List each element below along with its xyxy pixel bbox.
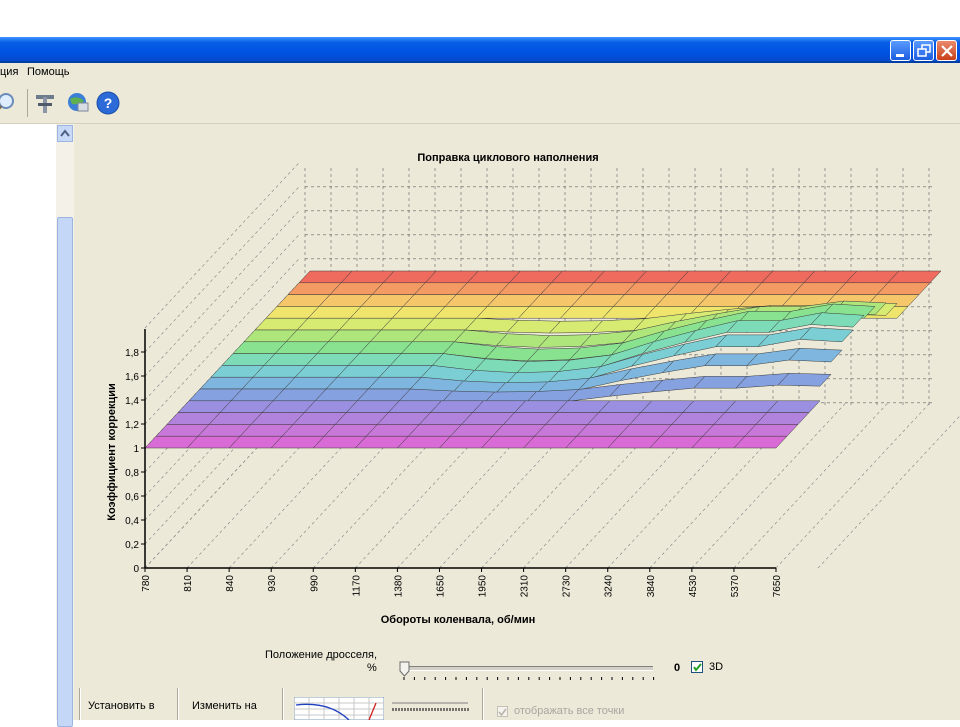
throttle-value: 0 bbox=[674, 662, 681, 674]
side-grid-line bbox=[144, 234, 300, 401]
y-axis-label: Коэффициент коррекции bbox=[106, 383, 118, 521]
window-titlebar[interactable] bbox=[0, 37, 960, 63]
surface-chart: Поправка циклового наполнения 0 0,2 0,4 0,6… bbox=[106, 152, 960, 626]
close-button[interactable] bbox=[936, 40, 957, 61]
slider-track bbox=[403, 666, 653, 671]
search-icon[interactable] bbox=[0, 89, 20, 117]
surface-cell bbox=[799, 327, 854, 343]
minimize-button[interactable] bbox=[890, 40, 911, 61]
side-grid-line bbox=[144, 186, 300, 353]
x-tick-label: 5370 bbox=[730, 575, 741, 598]
floor-grid-line bbox=[691, 402, 847, 569]
bottom-panel bbox=[79, 684, 960, 720]
restore-button[interactable] bbox=[913, 40, 934, 61]
x-tick-label: 7650 bbox=[772, 575, 783, 598]
chart-area: Поправка циклового наполнения 0 0,2 0,4 0,6… bbox=[79, 124, 960, 684]
floor-grid-line bbox=[817, 415, 960, 569]
side-grid-line bbox=[144, 210, 300, 377]
x-tick-label: 2310 bbox=[520, 575, 531, 598]
x-tick-label: 810 bbox=[183, 575, 194, 592]
side-grid-line bbox=[144, 162, 300, 329]
bottom-separator bbox=[177, 688, 179, 720]
x-tick-label: 990 bbox=[309, 575, 320, 592]
side-grid-line bbox=[144, 258, 300, 425]
y-tick-label: 0,6 bbox=[125, 492, 139, 503]
toolbar: ? bbox=[0, 83, 960, 124]
show-all-points-checkbox[interactable] bbox=[497, 706, 508, 717]
y-tick-label: 1,4 bbox=[125, 396, 139, 407]
svg-text:?: ? bbox=[104, 95, 113, 111]
menu-item-function[interactable]: ция bbox=[0, 66, 19, 78]
panel-splitter[interactable] bbox=[74, 124, 79, 720]
x-tick-label: 1380 bbox=[393, 575, 404, 598]
chart-title: Поправка циклового наполнения bbox=[417, 152, 598, 164]
y-tick-label: 0,4 bbox=[125, 516, 139, 527]
x-tick-label: 1950 bbox=[478, 575, 489, 598]
bottom-separator bbox=[282, 688, 284, 720]
bottom-separator bbox=[482, 688, 484, 720]
throttle-label: Положение дросселя, bbox=[265, 649, 378, 661]
x-tick-label: 3240 bbox=[604, 575, 615, 598]
x-tick-label: 780 bbox=[141, 575, 152, 592]
chevron-up-icon bbox=[60, 129, 70, 137]
y-tick-label: 0,8 bbox=[125, 468, 139, 479]
3d-label: 3D bbox=[709, 661, 724, 673]
x-tick-label: 930 bbox=[267, 575, 278, 592]
y-tick-label: 1,6 bbox=[125, 372, 139, 383]
mini-curve-preview[interactable] bbox=[294, 697, 384, 720]
throttle-slider[interactable] bbox=[399, 661, 657, 683]
x-tick-label: 3840 bbox=[646, 575, 657, 598]
slider-thumb[interactable] bbox=[399, 661, 411, 677]
menu-bar: ция Помощь bbox=[0, 63, 960, 83]
set-to-button[interactable]: Установить в bbox=[88, 700, 155, 712]
x-axis-label: Обороты коленвала, об/мин bbox=[381, 614, 536, 626]
bottom-separator bbox=[79, 688, 81, 720]
show-all-points-label: отображать все точки bbox=[514, 705, 625, 717]
x-tick-label: 1650 bbox=[435, 575, 446, 598]
vertical-scrollbar[interactable] bbox=[56, 124, 74, 727]
y-tick-label: 1 bbox=[133, 444, 139, 455]
network-icon[interactable] bbox=[64, 89, 92, 117]
slider-ticks bbox=[403, 677, 655, 680]
chart-axes: 0 0,2 0,4 0,6 0,8 1 1,2 1,4 1,6 1,8 780 810 840 930 99… bbox=[125, 329, 783, 597]
tree-panel[interactable] bbox=[0, 124, 56, 720]
x-tick-label: 2730 bbox=[562, 575, 573, 598]
change-by-button[interactable]: Изменить на bbox=[192, 700, 257, 712]
surface-cell bbox=[788, 348, 843, 363]
restore-icon bbox=[917, 44, 931, 57]
y-tick-label: 0,2 bbox=[125, 540, 139, 551]
close-icon bbox=[941, 45, 953, 57]
floor-grid-line bbox=[775, 402, 931, 569]
y-tick-label: 0 bbox=[133, 564, 139, 575]
titlebar-edge bbox=[0, 61, 960, 63]
surface-cell bbox=[609, 379, 664, 397]
surface-cell bbox=[735, 373, 790, 389]
scroll-thumb[interactable] bbox=[57, 217, 73, 727]
3d-checkbox[interactable] bbox=[691, 661, 703, 673]
checkmark-icon bbox=[693, 663, 702, 672]
y-tick-label: 1,8 bbox=[125, 348, 139, 359]
surface-cell bbox=[733, 435, 788, 449]
x-tick-label: 4530 bbox=[688, 575, 699, 598]
surface-cell bbox=[810, 312, 865, 328]
x-tick-label: 1170 bbox=[351, 575, 362, 597]
surface-mesh bbox=[144, 270, 942, 449]
y-tick-label: 1,2 bbox=[125, 420, 139, 431]
tools-icon[interactable] bbox=[32, 89, 60, 117]
x-tick-label: 840 bbox=[225, 575, 236, 592]
menu-item-help[interactable]: Помощь bbox=[27, 66, 70, 78]
toolbar-separator bbox=[27, 89, 28, 117]
throttle-unit: % bbox=[367, 662, 377, 674]
checkmark-icon bbox=[498, 708, 507, 717]
mini-slider[interactable] bbox=[390, 699, 470, 719]
floor-grid-line bbox=[733, 402, 889, 569]
surface-cell bbox=[777, 373, 832, 387]
minimize-icon bbox=[896, 54, 904, 57]
help-icon[interactable]: ? bbox=[94, 89, 122, 117]
scroll-up-button[interactable] bbox=[57, 125, 73, 142]
